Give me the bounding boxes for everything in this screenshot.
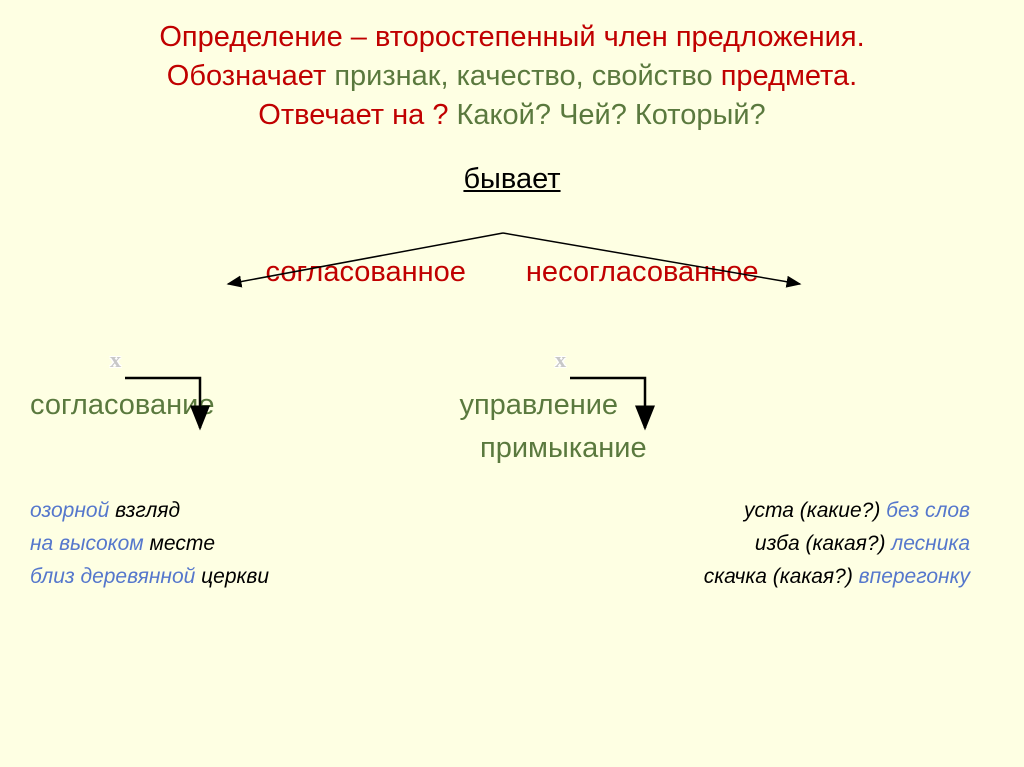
header-text-3b: Какой? Чей? Который? [457,99,766,131]
ex-r3a: скачка (какая?) [704,565,859,588]
x-mark-2: x [555,347,566,373]
ex-r1a: уста (какие?) [744,499,886,522]
sub-left: согласование [30,389,214,422]
example-left-2: на высоком месте [30,528,450,561]
ex-r2a: изба (какая?) [755,532,891,555]
ex-r1b: без слов [886,499,970,522]
example-right-2: изба (какая?) лесника [470,528,970,561]
sub-right-1: управление [459,389,618,422]
header-text-1: Определение – второстепенный член предло… [159,21,864,53]
examples-right: уста (какие?) без слов изба (какая?) лес… [470,495,970,593]
x-mark-1: x [110,347,121,373]
header-line-1: Определение – второстепенный член предло… [0,18,1024,57]
header-line-2: Обозначает признак, качество, свойство п… [0,57,1024,96]
branch-left: согласованное [266,256,466,289]
branch-right: несогласованное [526,256,759,289]
sub-right-2: примыкание [480,432,647,465]
ex-l3b: церкви [195,565,269,588]
examples-left: озорной взгляд на высоком месте близ дер… [30,495,450,593]
ex-r3b: вперегонку [859,565,970,588]
example-left-1: озорной взгляд [30,495,450,528]
header-line-3: Отвечает на ? Какой? Чей? Который? [0,96,1024,135]
ex-l3a: близ деревянной [30,565,195,588]
ex-l1b: взгляд [109,499,180,522]
third-row: примыкание [0,432,1024,465]
header-text-2a: Обозначает [167,60,335,92]
ex-l2b: месте [144,532,215,555]
center-word: бывает [0,163,1024,196]
example-left-3: близ деревянной церкви [30,561,450,594]
sub-row: согласование управление [0,389,1024,422]
examples-block: озорной взгляд на высоком месте близ дер… [0,495,1024,593]
branch-row: согласованное несогласованное [0,256,1024,289]
ex-l2a: на высоком [30,532,144,555]
header-text-2b: признак, качество, свойство [334,60,712,92]
header-text-3a: Отвечает на ? [258,99,456,131]
example-right-3: скачка (какая?) вперегонку [470,561,970,594]
header-text-2c: предмета. [713,60,858,92]
ex-r2b: лесника [891,532,970,555]
header-block: Определение – второстепенный член предло… [0,0,1024,135]
example-right-1: уста (какие?) без слов [470,495,970,528]
ex-l1a: озорной [30,499,109,522]
